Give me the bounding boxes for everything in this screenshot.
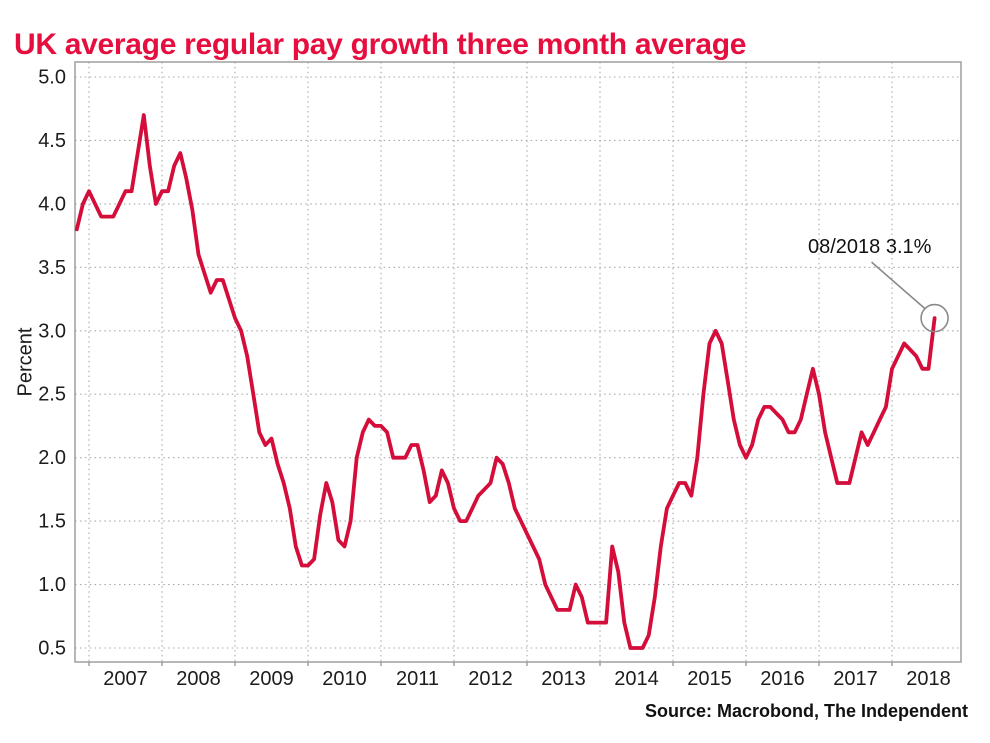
x-tick-label: 2012 bbox=[468, 668, 513, 690]
x-tick-label: 2015 bbox=[687, 668, 732, 690]
chart-title: UK average regular pay growth three mont… bbox=[14, 28, 747, 62]
source-credit: Source: Macrobond, The Independent bbox=[644, 701, 968, 721]
plot-border bbox=[74, 61, 962, 663]
y-tick-label: 1.5 bbox=[38, 511, 66, 533]
x-tick-label: 2014 bbox=[614, 668, 659, 690]
y-tick-label: 3.5 bbox=[38, 257, 66, 279]
x-tick-label: 2011 bbox=[396, 668, 439, 690]
x-tick-label: 2009 bbox=[249, 668, 294, 690]
x-tick-label: 2018 bbox=[906, 668, 951, 690]
y-tick-label: 5.0 bbox=[38, 67, 66, 89]
annotation-highlight-circle bbox=[920, 303, 949, 333]
y-tick-label: 1.0 bbox=[38, 574, 66, 596]
y-tick-label: 4.5 bbox=[38, 130, 66, 152]
x-tick-label: 2013 bbox=[541, 668, 586, 690]
last-point-annotation: 08/2018 3.1% bbox=[808, 236, 932, 258]
y-axis-title: Percent bbox=[14, 327, 37, 397]
y-tick-label: 2.0 bbox=[38, 447, 66, 469]
annotation-leader-line bbox=[871, 261, 926, 310]
x-tick-label: 2016 bbox=[760, 668, 805, 690]
x-tick-label: 2008 bbox=[176, 668, 221, 690]
x-tick-label: 2007 bbox=[103, 668, 148, 690]
pay-growth-series-line bbox=[74, 113, 937, 650]
y-tick-label: 0.5 bbox=[38, 638, 66, 660]
y-tick-label: 2.5 bbox=[38, 384, 66, 406]
y-tick-label: 3.0 bbox=[38, 320, 66, 342]
x-tick-label: 2010 bbox=[322, 668, 367, 690]
y-tick-label: 4.0 bbox=[38, 193, 66, 215]
x-tick-label: 2017 bbox=[833, 668, 878, 690]
